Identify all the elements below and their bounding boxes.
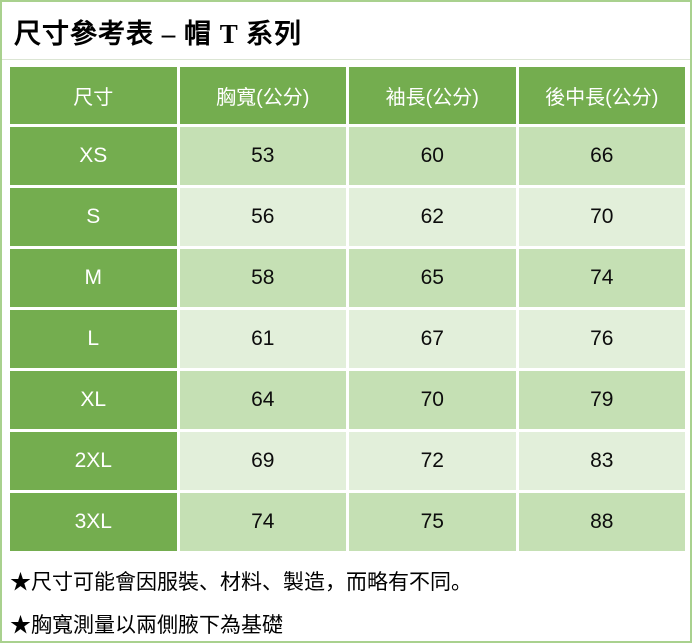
size-table: 尺寸 胸寬(公分) 袖長(公分) 後中長(公分) XS 53 60 66 S 5…	[7, 64, 688, 554]
chest-value: 69	[179, 432, 346, 490]
col-header-back-length: 後中長(公分)	[518, 67, 685, 124]
back-length-value: 76	[518, 310, 685, 368]
col-header-sleeve: 袖長(公分)	[349, 67, 516, 124]
table-row-l: L 61 67 76	[10, 310, 685, 368]
size-label: 3XL	[10, 493, 177, 551]
note-size-variation: ★尺寸可能會因服裝、材料、製造，而略有不同。	[10, 570, 472, 594]
back-length-value: 88	[518, 493, 685, 551]
sleeve-value: 67	[349, 310, 516, 368]
sleeve-value: 60	[349, 127, 516, 185]
table-row-s: S 56 62 70	[10, 188, 685, 246]
sleeve-value: 62	[349, 188, 516, 246]
chest-value: 56	[179, 188, 346, 246]
size-label: XL	[10, 371, 177, 429]
chest-value: 53	[179, 127, 346, 185]
back-length-value: 83	[518, 432, 685, 490]
back-length-value: 66	[518, 127, 685, 185]
header-row: 尺寸 胸寬(公分) 袖長(公分) 後中長(公分)	[10, 67, 685, 124]
page-title: 尺寸參考表 – 帽 T 系列	[2, 2, 690, 60]
chest-value: 61	[179, 310, 346, 368]
back-length-value: 70	[518, 188, 685, 246]
table-row-xs: XS 53 60 66	[10, 127, 685, 185]
note-chest-measurement: ★胸寬測量以兩側腋下為基礎	[10, 613, 283, 637]
size-label: S	[10, 188, 177, 246]
table-row-3xl: 3XL 74 75 88	[10, 493, 685, 551]
back-length-value: 79	[518, 371, 685, 429]
chest-value: 74	[179, 493, 346, 551]
sleeve-value: 72	[349, 432, 516, 490]
size-label: L	[10, 310, 177, 368]
table-row-xl: XL 64 70 79	[10, 371, 685, 429]
size-label: 2XL	[10, 432, 177, 490]
sleeve-value: 75	[349, 493, 516, 551]
chest-value: 64	[179, 371, 346, 429]
col-header-chest: 胸寬(公分)	[179, 67, 346, 124]
size-label: M	[10, 249, 177, 307]
sleeve-value: 70	[349, 371, 516, 429]
size-label: XS	[10, 127, 177, 185]
col-header-size: 尺寸	[10, 67, 177, 124]
back-length-value: 74	[518, 249, 685, 307]
chest-value: 58	[179, 249, 346, 307]
table-row-m: M 58 65 74	[10, 249, 685, 307]
sleeve-value: 65	[349, 249, 516, 307]
table-row-2xl: 2XL 69 72 83	[10, 432, 685, 490]
